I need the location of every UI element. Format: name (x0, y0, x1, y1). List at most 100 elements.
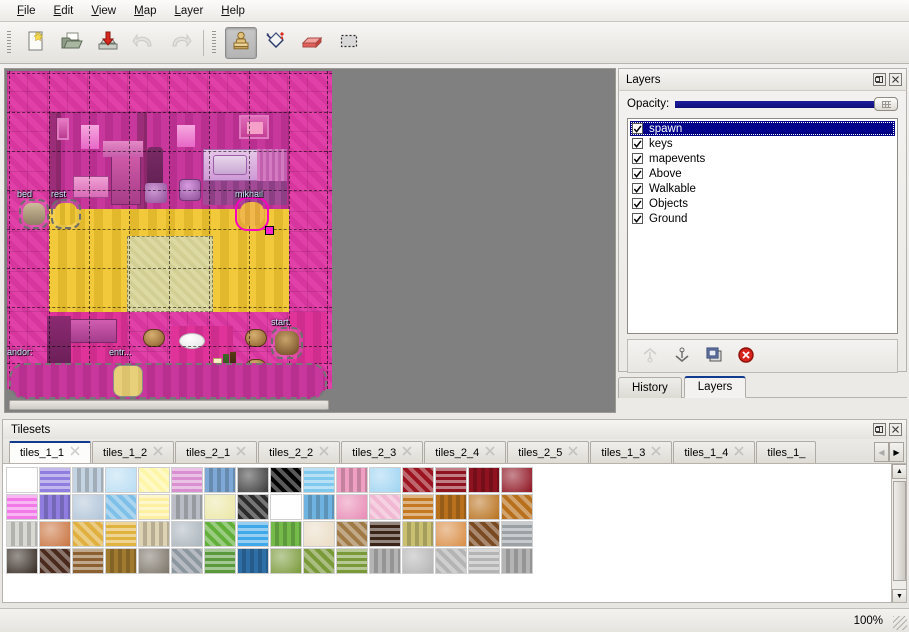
tilesets-undock-icon[interactable] (873, 423, 886, 436)
tileset-tile[interactable] (138, 467, 170, 493)
tileset-tab-tiles_2_5[interactable]: tiles_2_5 (507, 441, 590, 463)
menu-view[interactable]: View (82, 2, 125, 20)
map-canvas-view[interactable]: bed rest mikhail andor: entr... start. (4, 68, 616, 413)
layer-row-ground[interactable]: Ground (630, 211, 895, 226)
tileset-tile[interactable] (402, 467, 434, 493)
map-hscroll-thumb[interactable] (9, 400, 329, 410)
tileset-tile[interactable] (270, 494, 302, 520)
tileset-tile[interactable] (468, 494, 500, 520)
tileset-tab-tiles_1_4[interactable]: tiles_1_4 (673, 441, 756, 463)
tools-toolbar-grip[interactable] (211, 30, 219, 55)
tileset-tile[interactable] (303, 521, 335, 547)
tileset-tile[interactable] (303, 494, 335, 520)
tileset-tile[interactable] (171, 521, 203, 547)
triangle-up-icon[interactable]: ▲ (892, 464, 906, 479)
tileset-tile[interactable] (336, 467, 368, 493)
tileset-tile[interactable] (303, 548, 335, 574)
tileset-tile[interactable] (435, 548, 467, 574)
tileset-tab-tiles_1_1[interactable]: tiles_1_1 (9, 441, 92, 463)
tileset-vscroll-thumb[interactable] (893, 481, 906, 581)
resize-grip-icon[interactable] (893, 616, 907, 630)
layer-row-mapevents[interactable]: mapevents (630, 151, 895, 166)
tileset-tile[interactable] (468, 548, 500, 574)
fill-bucket-button[interactable] (261, 27, 293, 59)
undo-button[interactable] (128, 27, 160, 59)
map-object-mikhail[interactable] (235, 197, 269, 231)
layer-row-walkable[interactable]: Walkable (630, 181, 895, 196)
tileset-tile[interactable] (369, 548, 401, 574)
tileset-tile[interactable] (237, 494, 269, 520)
delete-layer-button[interactable] (736, 346, 756, 366)
tileset-vertical-scrollbar[interactable]: ▲ ▼ (891, 464, 906, 602)
tab-layers[interactable]: Layers (683, 376, 747, 398)
map-hallway-object[interactable] (9, 363, 327, 399)
triangle-down-icon[interactable]: ▼ (892, 589, 906, 602)
tileset-tile[interactable] (105, 494, 137, 520)
tileset-tab-tiles_2_3[interactable]: tiles_2_3 (341, 441, 424, 463)
tileset-tab-tiles_2_2[interactable]: tiles_2_2 (258, 441, 341, 463)
tileset-tile[interactable] (270, 521, 302, 547)
tileset-tab-tiles_2_4[interactable]: tiles_2_4 (424, 441, 507, 463)
layer-row-objects[interactable]: Objects (630, 196, 895, 211)
redo-button[interactable] (164, 27, 196, 59)
tileset-tile-grid[interactable] (6, 467, 534, 575)
map-object-start[interactable] (271, 327, 303, 359)
tileset-tile[interactable] (270, 548, 302, 574)
close-icon[interactable] (651, 446, 661, 459)
close-icon[interactable] (236, 446, 246, 459)
tileset-tile[interactable] (6, 548, 38, 574)
tileset-tab-tiles_1_2[interactable]: tiles_1_2 (92, 441, 175, 463)
close-icon[interactable] (568, 446, 578, 459)
tileset-tile[interactable] (369, 494, 401, 520)
tileset-tile[interactable] (39, 521, 71, 547)
close-icon[interactable] (485, 446, 495, 459)
menu-map[interactable]: Map (125, 2, 165, 20)
tileset-tile[interactable] (468, 521, 500, 547)
tileset-tile[interactable] (501, 494, 533, 520)
opacity-slider-handle[interactable] (874, 97, 898, 111)
tab-history[interactable]: History (618, 377, 682, 398)
tileset-tile[interactable] (204, 494, 236, 520)
close-icon[interactable] (734, 446, 744, 459)
tileset-tile[interactable] (237, 467, 269, 493)
chevron-left-icon[interactable]: ◀ (874, 442, 889, 462)
tileset-tile[interactable] (204, 548, 236, 574)
tileset-tile[interactable] (39, 467, 71, 493)
close-icon[interactable] (402, 446, 412, 459)
toolbar-grip[interactable] (6, 30, 14, 55)
close-icon[interactable] (70, 446, 80, 459)
tileset-tile[interactable] (6, 494, 38, 520)
tileset-tile[interactable] (39, 548, 71, 574)
tileset-tab-tiles_2_1[interactable]: tiles_2_1 (175, 441, 258, 463)
tileset-tile[interactable] (138, 548, 170, 574)
tileset-tile[interactable] (72, 467, 104, 493)
duplicate-layer-button[interactable] (704, 346, 724, 366)
tileset-tile[interactable] (171, 494, 203, 520)
tileset-tile[interactable] (204, 521, 236, 547)
tileset-tile[interactable] (402, 521, 434, 547)
close-icon[interactable] (889, 73, 902, 86)
open-map-button[interactable] (56, 27, 88, 59)
raise-layer-button[interactable] (640, 346, 660, 366)
tileset-tile[interactable] (138, 494, 170, 520)
menu-file[interactable]: File (8, 2, 45, 20)
map-object-resize-handle[interactable] (265, 226, 274, 235)
tileset-tile[interactable] (369, 467, 401, 493)
save-map-button[interactable] (92, 27, 124, 59)
opacity-slider[interactable] (675, 97, 898, 111)
layer-row-spawn[interactable]: spawn (630, 121, 895, 136)
tileset-tile[interactable] (501, 467, 533, 493)
map-horizontal-scrollbar[interactable] (9, 400, 613, 410)
tileset-tile[interactable] (72, 521, 104, 547)
layer-list[interactable]: spawn keys mapevents Above Walkable Objects Gr… (627, 118, 898, 334)
stamp-brush-button[interactable] (225, 26, 257, 59)
layer-visibility-checkbox[interactable] (632, 213, 643, 224)
tileset-tile[interactable] (6, 521, 38, 547)
tileset-tile[interactable] (369, 521, 401, 547)
layer-visibility-checkbox[interactable] (632, 183, 643, 194)
tileset-tile[interactable] (336, 521, 368, 547)
tileset-tile[interactable] (270, 467, 302, 493)
tileset-tile[interactable] (237, 521, 269, 547)
tilesets-close-icon[interactable] (889, 423, 902, 436)
tileset-tile[interactable] (336, 494, 368, 520)
